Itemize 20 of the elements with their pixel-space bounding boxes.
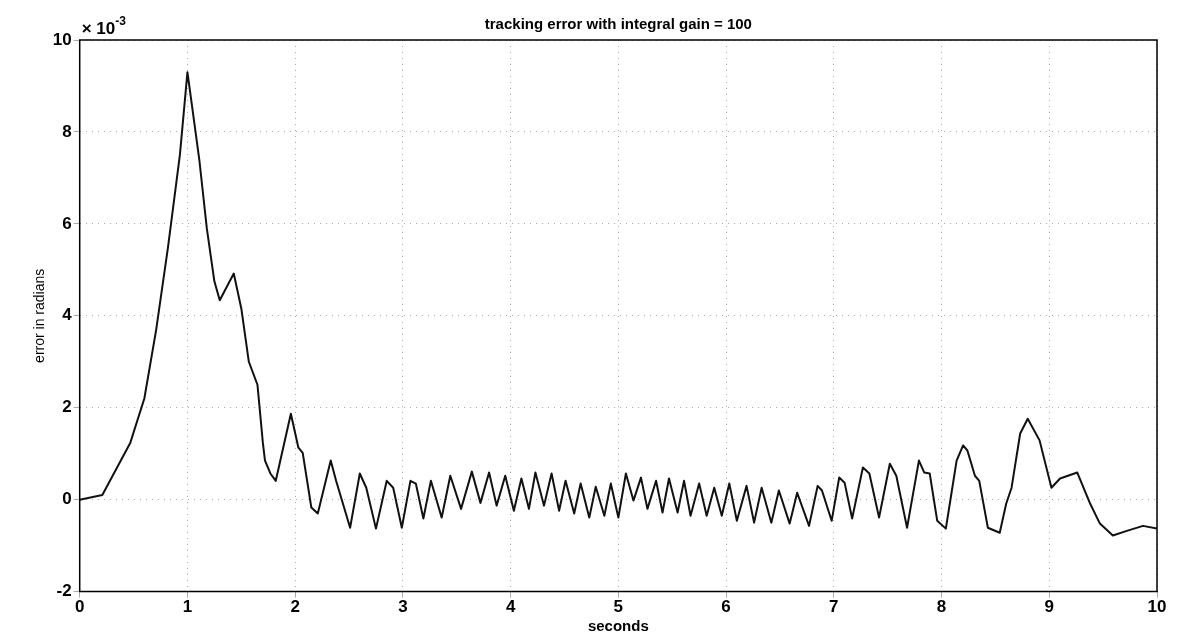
x-tick-label: 8: [936, 597, 947, 617]
x-tick-label: 9: [1044, 597, 1055, 617]
x-tick-label: 6: [721, 597, 731, 617]
x-tick-label: 4: [505, 597, 516, 617]
y-tick-label: 0: [62, 489, 72, 509]
y-axis-title: error in radians: [31, 268, 48, 363]
x-axis-title: seconds: [587, 617, 649, 635]
x-tick-label: 7: [829, 597, 839, 617]
y-tick-label: 4: [62, 305, 73, 325]
chart-title: tracking error with integral gain = 100: [484, 14, 752, 32]
x-tick-label: 10: [1147, 597, 1167, 617]
y-tick-label: 10: [52, 29, 72, 49]
y-tick-label: 2: [62, 397, 72, 417]
x-tick-label: 2: [290, 597, 300, 617]
y-tick-label: 6: [62, 213, 72, 233]
y-tick-label: 8: [62, 121, 72, 141]
y-tick-label: -2: [56, 581, 72, 601]
x-tick-label: 1: [182, 597, 193, 617]
x-tick-label: 5: [613, 597, 624, 617]
x-tick-label: 3: [398, 597, 408, 617]
